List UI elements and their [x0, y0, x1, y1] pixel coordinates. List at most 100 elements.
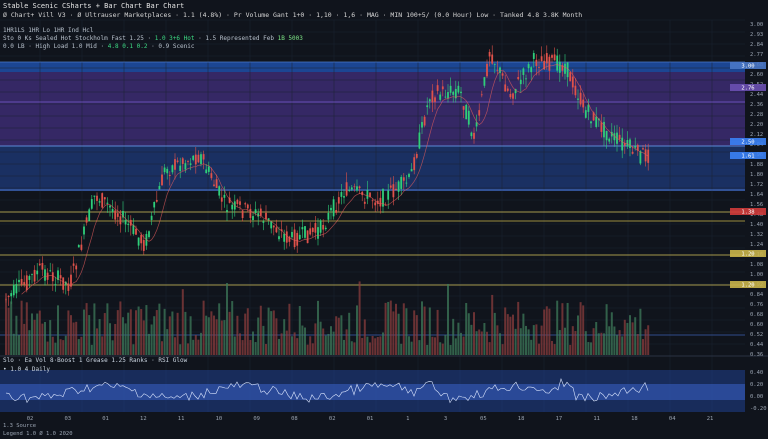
- candle-body: [428, 99, 431, 102]
- volume-bar: [5, 293, 7, 355]
- volume-bar: [181, 289, 184, 355]
- time-axis-tick: 17: [556, 416, 563, 422]
- legend-highlight: 1.0 3+6 Hot: [154, 35, 195, 42]
- candle-body: [395, 188, 397, 190]
- volume-bar: [83, 309, 85, 355]
- volume-bar: [88, 315, 91, 355]
- volume-bar: [187, 343, 189, 355]
- price-axis-tick: 0.84: [750, 292, 764, 298]
- candle-body: [265, 212, 267, 220]
- candle-body: [618, 134, 621, 140]
- volume-bar: [77, 339, 80, 355]
- candle-body: [116, 213, 119, 217]
- candle-body: [535, 59, 538, 66]
- candle-body: [309, 228, 312, 235]
- indicator-line: [5, 377, 649, 404]
- volume-bar: [519, 328, 522, 355]
- volume-bar: [501, 344, 504, 355]
- candle-body: [223, 194, 226, 198]
- candle-body: [259, 208, 262, 216]
- candle-body: [389, 185, 392, 188]
- volume-bar: [522, 313, 525, 355]
- time-axis-tick: 09: [253, 416, 260, 422]
- volume-bar: [603, 333, 605, 355]
- volume-bar: [262, 325, 265, 355]
- candle-body: [296, 232, 299, 246]
- volume-bar: [574, 331, 577, 355]
- candle-body: [137, 237, 140, 246]
- volume-bar: [439, 342, 442, 355]
- candle-body: [171, 165, 174, 173]
- volume-bar: [129, 309, 132, 355]
- volume-bar: [218, 303, 221, 355]
- volume-bar: [220, 320, 223, 355]
- candle-body: [566, 62, 569, 78]
- candle-body: [382, 189, 384, 207]
- volume-bar: [179, 344, 182, 355]
- candle-body: [252, 216, 254, 221]
- candle-body: [374, 202, 377, 206]
- time-axis-tick: 11: [593, 416, 600, 422]
- candle-body: [148, 231, 150, 238]
- candle-body: [636, 144, 639, 151]
- volume-bar: [228, 311, 231, 355]
- volume-bar: [101, 336, 104, 355]
- candle-body: [548, 56, 551, 71]
- candle-body: [457, 85, 460, 93]
- volume-bar: [478, 329, 481, 355]
- volume-bar: [62, 340, 65, 355]
- volume-bar: [460, 332, 462, 355]
- price-axis-tick: 2.93: [750, 32, 763, 38]
- candle-body: [335, 209, 338, 213]
- volume-bar: [98, 319, 101, 355]
- legend-line-3: 0.0 LB · High Load 1.0 Mid · 4.8 0.1 0.2…: [3, 43, 195, 51]
- candle-body: [322, 224, 325, 230]
- volume-bar: [577, 315, 579, 355]
- candle-body: [590, 121, 592, 124]
- indicator-axis-tick: 0.00: [750, 394, 763, 400]
- volume-bar: [410, 341, 413, 355]
- volume-bar: [434, 337, 436, 355]
- candle-body: [12, 284, 15, 296]
- candle-body: [96, 195, 98, 201]
- volume-bar: [166, 329, 169, 355]
- legend-text: 0.0 LB · High Load 1.0 Mid ·: [3, 43, 105, 50]
- candle-body: [239, 201, 241, 205]
- volume-bar: [135, 310, 137, 355]
- candle-body: [449, 85, 452, 93]
- candle-body: [525, 78, 527, 80]
- volume-bar: [145, 305, 148, 355]
- volume-bar: [296, 338, 299, 355]
- candle-body: [306, 230, 309, 244]
- candle-body: [38, 263, 41, 266]
- candle-body: [418, 132, 421, 149]
- volume-bar: [525, 325, 527, 355]
- volume-bar: [358, 281, 361, 355]
- volume-bar: [621, 336, 624, 355]
- candle-body: [135, 228, 137, 235]
- volume-bar: [215, 319, 218, 355]
- volume-bar: [114, 323, 117, 355]
- candle-body: [584, 110, 587, 118]
- candle-body: [319, 220, 322, 233]
- candle-body: [506, 88, 509, 91]
- time-axis-tick: 3: [444, 416, 447, 422]
- volume-bar: [51, 336, 54, 355]
- volume-bar: [46, 341, 49, 355]
- indicator-sublabel: • 1.0 4 Daily: [3, 366, 50, 373]
- time-axis-tick: 10: [216, 416, 223, 422]
- candle-body: [512, 93, 514, 99]
- volume-bar: [595, 322, 598, 355]
- volume-bar: [639, 308, 642, 355]
- volume-bar: [210, 311, 213, 355]
- volume-bar: [337, 317, 340, 355]
- candle-body: [150, 215, 153, 220]
- volume-bar: [332, 331, 335, 355]
- candle-body: [426, 105, 429, 108]
- volume-bar: [415, 315, 418, 355]
- volume-bar: [447, 283, 449, 355]
- candle-body: [345, 182, 348, 196]
- price-axis-tick: 0.36: [750, 352, 763, 358]
- volume-bar: [597, 333, 600, 355]
